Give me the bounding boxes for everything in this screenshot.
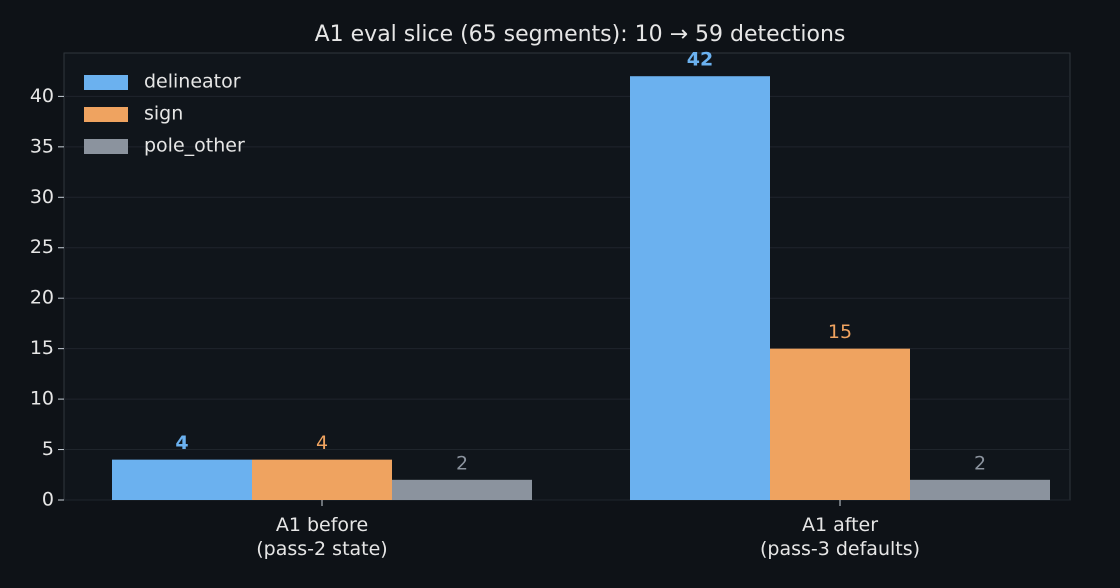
legend-swatch	[84, 107, 128, 122]
y-tick-label: 20	[30, 287, 54, 309]
bar	[770, 348, 910, 500]
legend-swatch	[84, 139, 128, 154]
value-label: 4	[175, 432, 188, 454]
y-tick-label: 0	[42, 489, 54, 511]
y-tick-label: 35	[30, 135, 54, 157]
y-tick-label: 10	[30, 388, 54, 410]
legend-label: sign	[144, 103, 183, 125]
value-label: 4	[316, 432, 328, 454]
bar	[252, 459, 392, 500]
x-tick-label: A1 before (pass-2 state)	[256, 514, 387, 560]
value-label: 15	[828, 321, 852, 343]
value-label: 2	[456, 452, 468, 474]
bar	[392, 479, 532, 500]
y-tick-label: 15	[30, 337, 54, 359]
bar	[910, 479, 1050, 500]
chart-title: A1 eval slice (65 segments): 10 → 59 det…	[315, 22, 846, 47]
y-tick-label: 30	[30, 186, 54, 208]
y-tick-label: 40	[30, 85, 54, 107]
legend-swatch	[84, 75, 128, 90]
value-label: 2	[974, 452, 986, 474]
y-tick-label: 25	[30, 236, 54, 258]
x-tick-label: A1 after (pass-3 defaults)	[760, 514, 920, 560]
bar	[630, 76, 770, 500]
bar	[112, 459, 252, 500]
value-label: 42	[687, 49, 713, 71]
plot-area	[63, 52, 1071, 501]
legend-label: pole_other	[144, 135, 245, 157]
y-tick-label: 5	[42, 438, 54, 460]
legend-label: delineator	[144, 71, 241, 93]
